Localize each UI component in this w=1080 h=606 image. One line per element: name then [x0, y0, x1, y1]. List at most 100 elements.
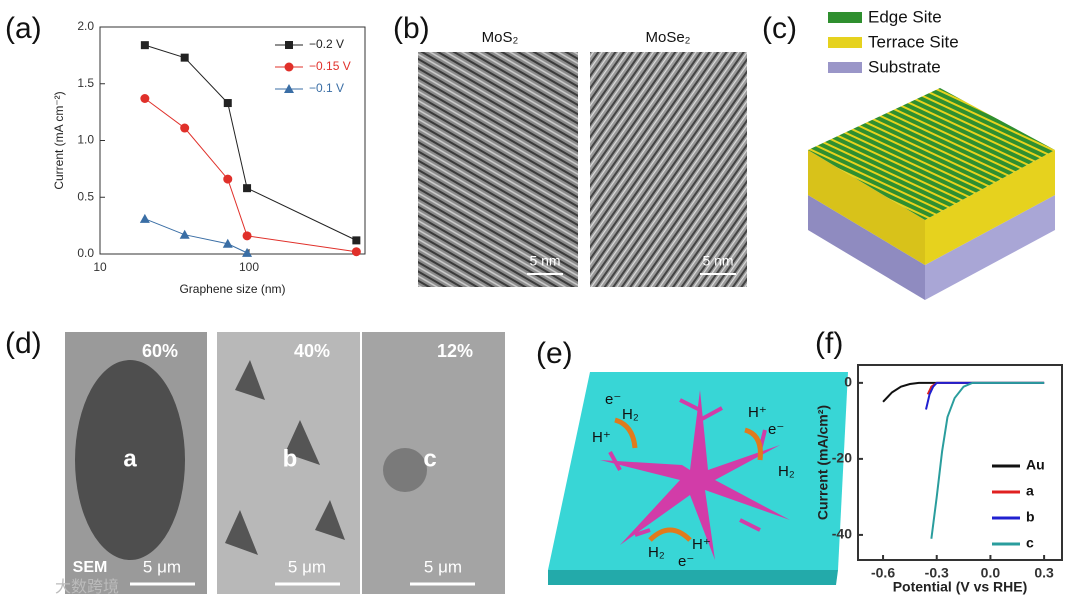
fraction-label: 40%	[294, 341, 330, 361]
marker	[180, 123, 190, 133]
species-label: H⁺	[748, 404, 767, 421]
marker	[140, 94, 150, 104]
panel-label: (d)	[5, 327, 42, 360]
legend-label: b	[1026, 509, 1035, 525]
y-tick-label: 1.5	[77, 76, 94, 90]
tem-image	[590, 52, 747, 287]
sample-label: b	[283, 445, 298, 472]
marker	[242, 231, 252, 241]
marker	[180, 53, 189, 62]
marker	[140, 41, 149, 50]
legend-label: Substrate	[868, 57, 941, 76]
fraction-label: 12%	[437, 341, 473, 361]
sample-label: c	[423, 445, 436, 472]
legend-label: a	[1026, 483, 1034, 499]
series-line	[144, 44, 357, 241]
species-label: e⁻	[678, 553, 694, 570]
scale-bar-label: 5 μm	[288, 557, 326, 576]
sem-feature	[75, 360, 185, 560]
legend-swatch	[828, 12, 862, 23]
marker	[223, 174, 233, 184]
scale-bar-label: 5 nm	[529, 253, 560, 269]
sem-image	[217, 332, 360, 594]
y-axis-label: Current (mA cm⁻²)	[52, 91, 66, 189]
species-label: H₂	[622, 406, 639, 423]
marker	[223, 99, 232, 108]
x-axis-label: Graphene size (nm)	[179, 282, 285, 296]
species-label: H₂	[648, 544, 665, 561]
scale-bar-label: 5 μm	[143, 557, 181, 576]
marker	[352, 236, 361, 245]
series-line	[930, 381, 1045, 539]
series-line	[925, 381, 1045, 410]
x-tick-label: 0.0	[981, 565, 1001, 581]
species-label: H⁺	[592, 429, 611, 446]
marker	[351, 247, 361, 257]
x-tick-label: -0.3	[925, 565, 949, 581]
legend-label: Terrace Site	[868, 32, 959, 51]
y-tick-label: 0.5	[77, 189, 94, 203]
y-tick-label: 2.0	[77, 19, 94, 33]
legend-swatch	[828, 37, 862, 48]
x-tick-label: 100	[239, 260, 259, 274]
x-tick-label: 10	[93, 260, 107, 274]
tem-image	[418, 52, 578, 287]
legend-label: c	[1026, 535, 1034, 551]
panel-label: (e)	[536, 337, 573, 370]
scale-bar-label: 5 μm	[424, 557, 462, 576]
legend-label: −0.1 V	[309, 81, 344, 95]
marker	[243, 184, 252, 193]
substrate	[548, 570, 838, 585]
sem-feature	[383, 448, 427, 492]
species-label: e⁻	[605, 391, 621, 408]
sample-label: a	[123, 445, 137, 472]
edge-sites	[808, 88, 1055, 220]
legend-label: Au	[1026, 457, 1045, 473]
plot-frame	[857, 364, 1063, 561]
substrate	[808, 195, 925, 300]
y-tick-label: -20	[832, 450, 852, 466]
terrace	[925, 150, 1055, 265]
y-tick-label: 1.0	[77, 133, 94, 147]
x-tick-label: -0.6	[871, 565, 895, 581]
image-label: MoS₂	[482, 29, 519, 46]
y-tick-label: 0	[844, 374, 852, 390]
panel-label: (b)	[393, 12, 430, 45]
scale-bar-label: 5 nm	[702, 253, 733, 269]
x-axis-label: Potential (V vs RHE)	[893, 579, 1028, 595]
species-label: e⁻	[768, 421, 784, 438]
legend-label: Edge Site	[868, 7, 942, 26]
series-line	[144, 218, 248, 254]
legend-marker	[285, 41, 293, 49]
series-line	[144, 98, 357, 253]
dendrite	[608, 398, 767, 537]
legend-marker	[284, 62, 294, 72]
y-tick-label: -40	[832, 526, 852, 542]
marker	[139, 213, 150, 223]
marker	[222, 238, 233, 248]
arrow	[614, 417, 763, 542]
fraction-label: 60%	[142, 341, 178, 361]
image-label: MoSe₂	[645, 29, 690, 46]
panel-label: (f)	[815, 327, 843, 360]
legend-label: −0.15 V	[309, 59, 351, 73]
y-axis-label: Current (mA/cm²)	[815, 405, 831, 520]
method-label: SEM	[73, 559, 108, 576]
dendrite	[600, 390, 790, 560]
panel-label: (a)	[5, 12, 42, 45]
series-line	[926, 381, 1045, 395]
y-tick-label: 0.0	[77, 246, 94, 260]
substrate	[925, 195, 1055, 300]
panel-label: (c)	[762, 12, 797, 45]
x-tick-label: 0.3	[1034, 565, 1054, 581]
marker	[242, 247, 253, 257]
legend-label: −0.2 V	[309, 37, 344, 51]
legend-marker	[284, 84, 294, 93]
marker	[179, 229, 190, 239]
sem-feature	[225, 360, 345, 555]
species-label: H₂	[778, 463, 795, 480]
terrace	[808, 150, 925, 265]
watermark: 大数跨境	[55, 577, 119, 596]
